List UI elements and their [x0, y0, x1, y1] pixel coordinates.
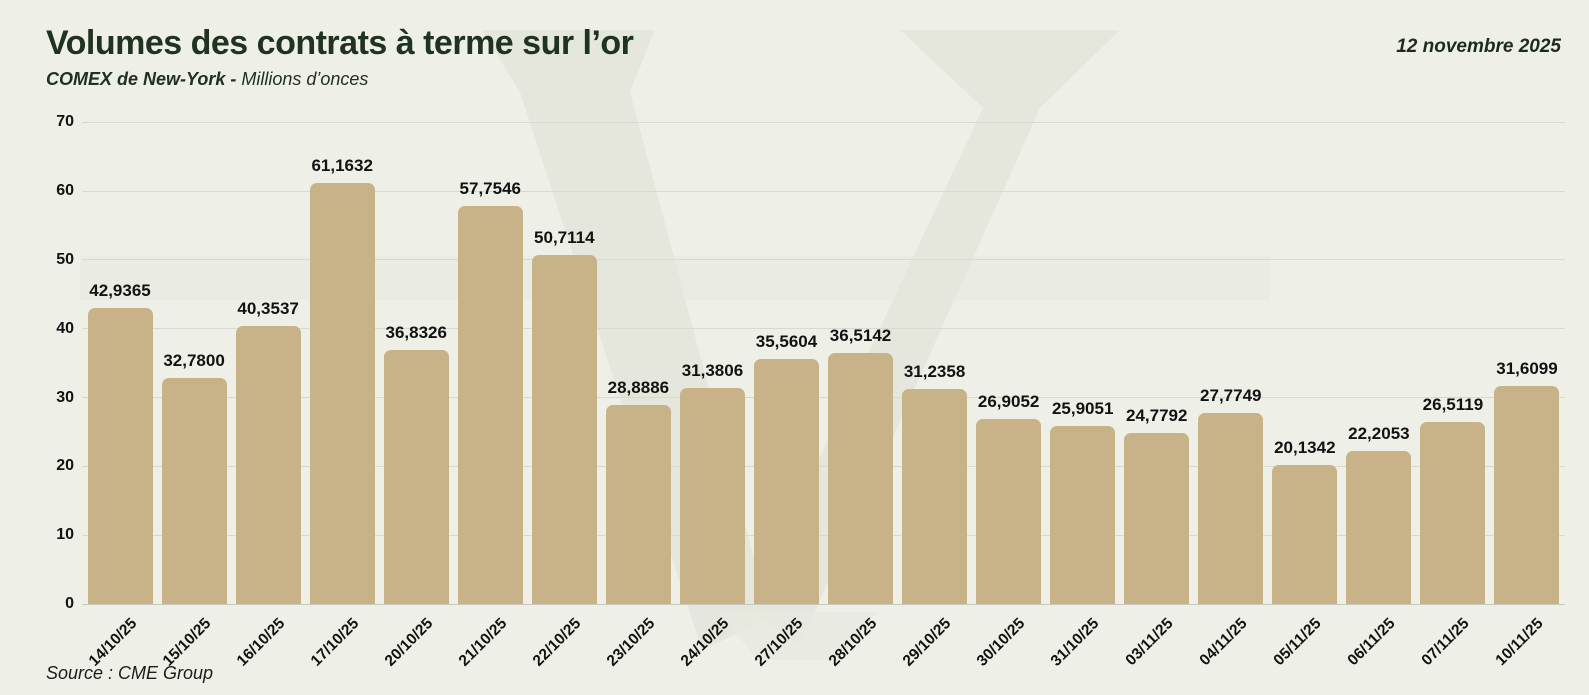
bar-value-label: 50,7114: [534, 227, 595, 247]
gridline-y50: [82, 259, 1565, 261]
bar-03/11/25: [1124, 433, 1190, 604]
y-axis-tick-20: 20: [56, 457, 74, 475]
subtitle-exchange: COMEX de New-York -: [46, 69, 237, 89]
bar-29/10/25: [902, 389, 968, 604]
gridline-y60: [82, 190, 1565, 192]
x-axis-tick-label: 31/10/25: [1048, 615, 1103, 670]
x-axis-tick-label: 24/10/25: [677, 615, 733, 670]
chart-subtitle: COMEX de New-York - Millions d’onces: [46, 69, 368, 90]
bar-31/10/25: [1050, 425, 1116, 604]
gridline-y20: [82, 465, 1565, 467]
x-axis-tick-label: 04/11/25: [1196, 615, 1251, 670]
bar-06/11/25: [1346, 451, 1412, 604]
bar-17/10/25: [309, 183, 375, 604]
x-axis-tick-label: 22/10/25: [529, 615, 585, 670]
bar-value-label: 36,8326: [385, 323, 447, 343]
x-axis-tick-label: 20/10/25: [381, 615, 437, 670]
bar-04/11/25: [1198, 412, 1264, 604]
bar-21/10/25: [457, 206, 523, 604]
source-credit: Source : CME Group: [46, 663, 214, 683]
y-axis-tick-10: 10: [56, 526, 74, 544]
report-date: 12 novembre 2025: [1396, 36, 1561, 57]
x-axis-tick-label: 21/10/25: [455, 615, 511, 670]
bar-value-label: 26,9052: [977, 391, 1040, 411]
gridline-y40: [82, 328, 1565, 330]
x-axis-tick-label: 05/11/25: [1270, 615, 1325, 670]
bar-value-label: 24,7792: [1125, 406, 1188, 426]
bar-value-label: 61,1632: [311, 156, 373, 176]
bar-24/10/25: [679, 388, 745, 604]
bar-value-label: 40,3537: [237, 299, 299, 319]
bar-22/10/25: [531, 254, 597, 604]
bar-value-label: 57,7546: [459, 179, 521, 199]
gridline-y70: [82, 121, 1565, 123]
bar-value-label: 22,2053: [1348, 424, 1410, 444]
bar-value-label: 32,7800: [163, 351, 225, 371]
bar-value-label: 28,8886: [607, 378, 670, 398]
bar-20/10/25: [383, 350, 449, 604]
bar-27/10/25: [753, 359, 819, 604]
bar-10/11/25: [1494, 386, 1560, 604]
bar-15/10/25: [161, 378, 227, 604]
x-axis-tick-label: 06/11/25: [1344, 615, 1399, 670]
x-axis-tick-label: 16/10/25: [233, 615, 289, 670]
y-axis-tick-40: 40: [56, 319, 74, 337]
bar-value-label: 27,7749: [1200, 385, 1262, 405]
bar-07/11/25: [1420, 421, 1486, 604]
bar-value-label: 20,1342: [1274, 438, 1336, 458]
bar-value-label: 31,6099: [1496, 359, 1558, 379]
bar-14/10/25: [87, 308, 153, 604]
bar-30/10/25: [976, 418, 1042, 604]
x-axis-tick-label: 28/10/25: [825, 615, 881, 670]
x-axis-tick-label: 30/10/25: [973, 615, 1029, 670]
bar-23/10/25: [605, 405, 671, 604]
bar-value-label: 42,9365: [89, 281, 151, 301]
y-axis-tick-0: 0: [65, 595, 74, 612]
x-axis-tick-label: 17/10/25: [307, 615, 363, 670]
bar-16/10/25: [235, 326, 301, 604]
gridline-y10: [82, 534, 1565, 536]
bar-value-label: 31,3806: [681, 361, 744, 381]
bar-value-label: 26,5119: [1422, 394, 1484, 414]
bar-28/10/25: [828, 352, 894, 604]
y-axis-tick-30: 30: [56, 388, 74, 406]
bar-05/11/25: [1272, 465, 1338, 604]
x-axis-tick-label: 27/10/25: [751, 615, 807, 670]
x-axis-tick-label: 07/11/25: [1418, 615, 1473, 670]
gridline-y30: [82, 397, 1565, 398]
y-axis-tick-60: 60: [56, 182, 74, 200]
bar-value-label: 35,5604: [755, 332, 818, 352]
x-axis-tick-label: 29/10/25: [899, 615, 955, 670]
x-axis-tick-label: 03/11/25: [1122, 615, 1177, 670]
y-axis-tick-70: 70: [56, 113, 74, 131]
page-title: Volumes des contrats à terme sur l’or: [46, 24, 634, 62]
y-axis-tick-50: 50: [56, 250, 74, 268]
gridline-y0: [82, 603, 1565, 605]
x-axis-tick-label: 23/10/25: [603, 615, 659, 670]
bar-value-label: 36,5142: [829, 325, 892, 345]
bar-value-label: 25,9051: [1051, 398, 1114, 418]
subtitle-unit: Millions d’onces: [236, 69, 369, 89]
bar-value-label: 31,2358: [903, 362, 966, 382]
x-axis-tick-label: 10/11/25: [1492, 615, 1547, 670]
